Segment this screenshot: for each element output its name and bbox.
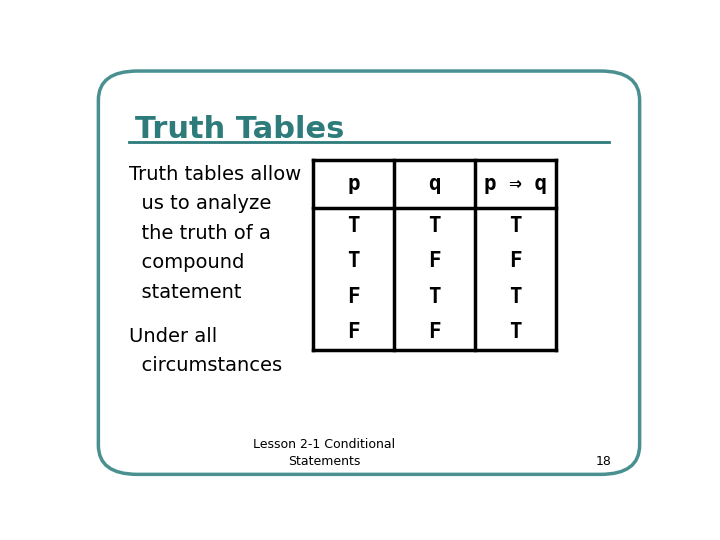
Text: T: T [509, 287, 522, 307]
Text: F: F [428, 251, 441, 271]
Text: T: T [428, 287, 441, 307]
Text: F: F [347, 322, 360, 342]
Text: F: F [347, 287, 360, 307]
Text: Under all
  circumstances: Under all circumstances [129, 327, 282, 375]
Text: T: T [509, 216, 522, 236]
Text: T: T [509, 322, 522, 342]
Text: Truth tables allow
  us to analyze
  the truth of a
  compound
  statement: Truth tables allow us to analyze the tru… [129, 165, 301, 302]
Text: Truth Tables: Truth Tables [135, 114, 344, 144]
FancyBboxPatch shape [99, 71, 639, 474]
Text: 18: 18 [595, 455, 611, 468]
Text: T: T [347, 251, 360, 271]
Text: T: T [428, 216, 441, 236]
Text: q: q [428, 174, 441, 194]
Text: F: F [428, 322, 441, 342]
Text: p: p [347, 174, 360, 194]
Text: F: F [509, 251, 522, 271]
Text: Lesson 2-1 Conditional
Statements: Lesson 2-1 Conditional Statements [253, 438, 395, 468]
Text: p ⇒ q: p ⇒ q [484, 174, 547, 194]
Text: T: T [347, 216, 360, 236]
